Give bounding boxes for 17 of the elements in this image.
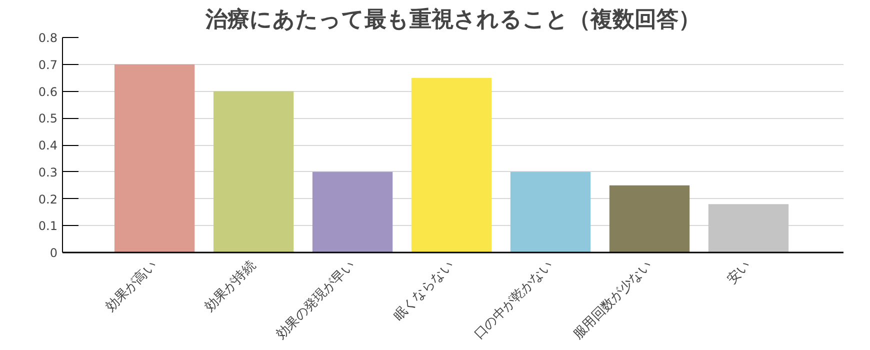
x-tick-label: 安い [724, 257, 754, 288]
x-tick-label: 効果が高い [102, 257, 160, 315]
y-tick-label: 0 [50, 246, 58, 260]
y-tick-label: 0.1 [38, 219, 58, 234]
x-tick-label: 効果が持続 [202, 258, 259, 315]
chart-title: 治療にあたって最も重視されること（複数回答） [204, 6, 700, 32]
y-tick-label: 0.3 [38, 165, 58, 180]
y-tick-label: 0.4 [38, 138, 58, 152]
y-tick-label: 0.5 [38, 112, 58, 126]
y-tick-label: 0.7 [38, 58, 58, 72]
x-tick-label: 効果の発現が早い [274, 258, 358, 342]
y-tick-label: 0.8 [38, 31, 58, 45]
y-tick-label: 0.6 [38, 84, 58, 99]
x-tick-label: 眠くならない [391, 258, 457, 324]
x-tick-label: 服用回数が少ない [570, 258, 655, 342]
y-tick-label: 0.2 [38, 192, 58, 206]
x-tick-label: 口の中が乾かない [472, 258, 556, 342]
